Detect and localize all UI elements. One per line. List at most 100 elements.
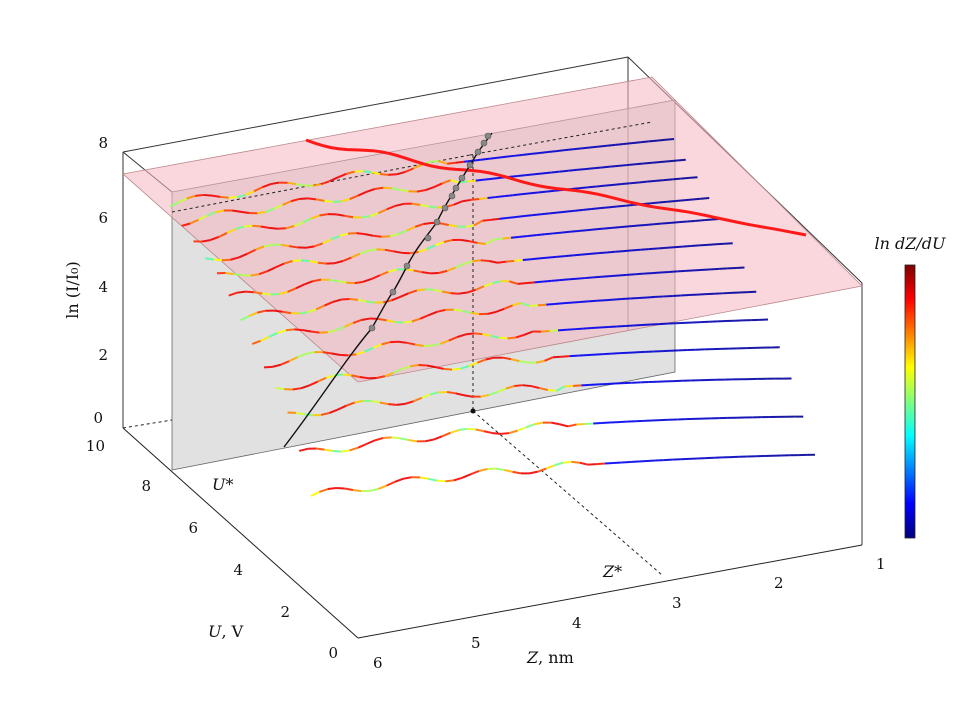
curve-segment [579, 461, 589, 466]
curve-segment [512, 193, 522, 197]
curve-segment [272, 363, 282, 368]
curve-segment [450, 292, 459, 295]
curve-segment [275, 386, 285, 391]
curve-segment [330, 235, 341, 241]
curve-segment [438, 269, 448, 274]
curve-segment [445, 479, 454, 483]
curve-segment [508, 429, 518, 435]
curve-segment [322, 238, 332, 245]
curve-segment [623, 249, 633, 253]
curve-segment [406, 225, 416, 232]
u-star-label: U* [212, 475, 233, 494]
curve-segment [354, 399, 364, 404]
curve-segment [349, 194, 359, 200]
curve-segment [472, 158, 481, 162]
curve-segment [378, 317, 387, 322]
curve-segment [347, 353, 357, 357]
curve-segment [638, 180, 648, 184]
curve-segment [695, 219, 705, 222]
z-tick-4: 4 [98, 278, 108, 296]
curve-segment [581, 252, 591, 256]
curve-segment [240, 210, 250, 214]
curve-segment [566, 328, 575, 331]
curve-segment [334, 260, 344, 265]
curve-segment [514, 153, 523, 157]
curve-segment [526, 173, 535, 177]
curve-segment [280, 243, 290, 248]
curve-segment [396, 170, 406, 176]
curve-segment [616, 204, 626, 208]
curve-segment [547, 150, 557, 154]
z-tick-2: 2 [98, 346, 108, 364]
curve-segment [339, 353, 349, 357]
curve-segment [604, 298, 614, 302]
curve-segment [562, 301, 572, 305]
curve-segment [374, 437, 384, 442]
curve-segment [324, 199, 334, 203]
curve-segment [539, 387, 549, 392]
u-axis-ticks: 0 2 4 6 8 10 [86, 437, 338, 662]
curve-segment [404, 400, 414, 405]
curve-segment [480, 393, 490, 398]
curve-segment [248, 311, 258, 317]
curve-segment [319, 488, 329, 493]
curve-segment [258, 270, 268, 276]
curve-segment [608, 205, 617, 209]
curve-segment [303, 280, 314, 286]
curve-segment [648, 247, 658, 251]
curve-segment [314, 242, 324, 248]
curve-segment [470, 197, 480, 201]
curve-segment [290, 197, 300, 203]
curve-segment [584, 276, 594, 280]
curve-segment [273, 203, 283, 210]
curve-segment [680, 176, 690, 180]
highlight-curve [305, 138, 807, 237]
curve-segment [361, 215, 371, 219]
curve-segment [628, 224, 638, 228]
curve-segment [584, 167, 594, 171]
curve-segment [354, 280, 364, 285]
curve-segment [275, 262, 285, 269]
trajectory-marker [458, 174, 466, 182]
curve-segment [302, 329, 312, 333]
curve-segment [277, 227, 286, 230]
curve-segment [653, 222, 663, 226]
curve-segment [398, 229, 408, 235]
curve-segment [544, 232, 554, 236]
curve-segment [339, 232, 349, 237]
curve-segment [615, 142, 624, 146]
curve-segment [517, 426, 527, 432]
curve-segment [458, 427, 468, 432]
curve-segment [411, 202, 421, 206]
curve-segment [689, 176, 698, 179]
curve-segment [324, 301, 334, 307]
curve-segment [233, 273, 243, 277]
curve-segment [598, 251, 607, 255]
curve-segment [331, 352, 340, 356]
curve-segment [315, 198, 325, 202]
curve-segment [383, 186, 392, 190]
curve-segment [376, 375, 386, 380]
curve-segment [599, 206, 609, 210]
curve-segment [366, 187, 376, 193]
curve-segment [218, 232, 228, 238]
curve-segment [425, 288, 434, 291]
curve-segment [576, 168, 586, 171]
curve-segment [409, 364, 419, 368]
curve-segment [356, 350, 366, 356]
curve-segment [462, 198, 471, 203]
curve-segment [557, 210, 567, 214]
curve-segment [436, 479, 446, 483]
curve-segment [562, 460, 572, 464]
curve-segment [265, 207, 275, 213]
curve-segment [529, 304, 538, 308]
curve-segment [413, 163, 423, 170]
curve-segment [525, 423, 535, 429]
curve-segment [668, 270, 678, 273]
curve-segment [404, 167, 414, 173]
curve-segment [337, 280, 347, 284]
curve-segment [492, 176, 502, 180]
curve-segment [618, 164, 628, 167]
curve-segment [527, 234, 537, 237]
curve-segment [206, 211, 216, 217]
